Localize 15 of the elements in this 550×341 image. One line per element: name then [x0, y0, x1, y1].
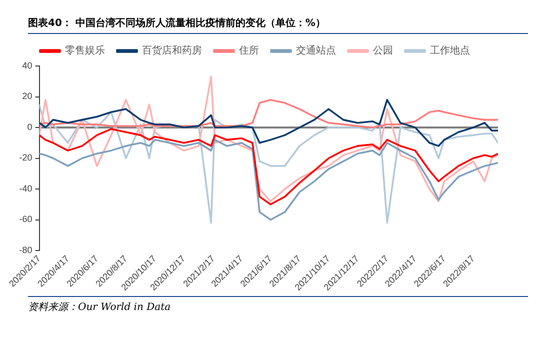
legend-label: 工作地点 — [430, 44, 470, 57]
legend-label: 零售娱乐 — [65, 44, 105, 57]
y-tick-label: 20 — [22, 91, 32, 102]
text: 资料来源：Our World in Data — [28, 300, 172, 314]
y-tick-label: -60 — [19, 214, 32, 224]
y-tick-label: -20 — [19, 152, 32, 163]
y-tick-label: -40 — [19, 183, 32, 194]
y-tick-label: -80 — [19, 244, 32, 255]
y-tick-label: 0 — [27, 122, 32, 132]
legend-label: 交通站点 — [296, 44, 336, 57]
legend-label: 住所 — [239, 44, 259, 57]
y-tick-label: 40 — [22, 60, 32, 70]
chart-title: 图表40： 中国台湾不同场所人流量相比疫情前的变化（单位：%） — [28, 8, 528, 34]
legend-label: 公园 — [373, 44, 393, 57]
legend-label: 百货店和药房 — [142, 44, 202, 57]
